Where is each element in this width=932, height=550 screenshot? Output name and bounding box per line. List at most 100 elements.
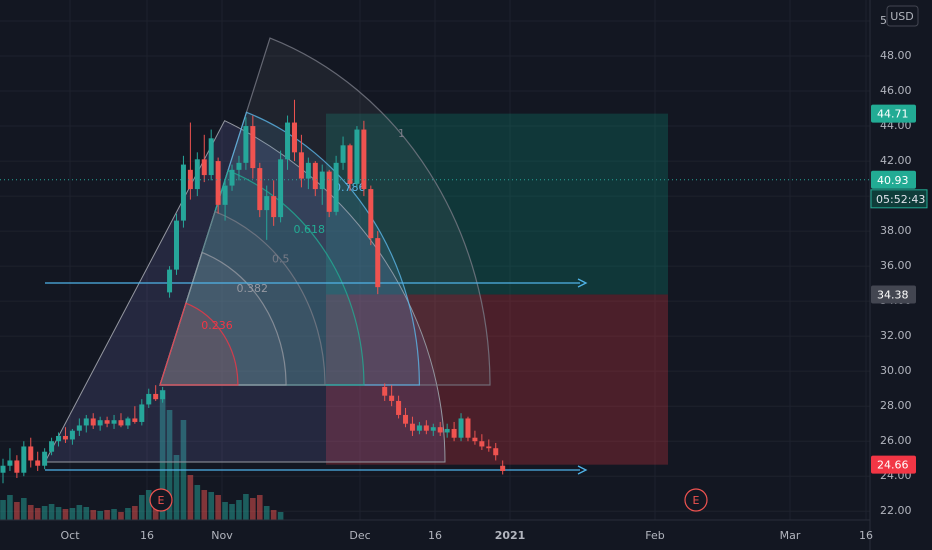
- volume-bar: [111, 509, 117, 520]
- candle-body: [264, 196, 270, 211]
- candle-body: [180, 164, 186, 221]
- volume-bar: [201, 490, 208, 520]
- entry-label-box: [871, 285, 916, 304]
- currency-box: [886, 5, 919, 27]
- y-tick-label: 48.00: [880, 49, 912, 62]
- fib-label: 0.382: [236, 282, 268, 295]
- candle-body: [62, 435, 68, 440]
- volume-bar: [62, 509, 69, 520]
- x-tick-label: Feb: [645, 529, 664, 542]
- candle-body: [389, 395, 395, 401]
- volume-bar: [208, 492, 214, 520]
- candle-body: [125, 418, 131, 426]
- fib-label: 0.618: [293, 223, 325, 236]
- x-tick-label: Oct: [60, 529, 80, 542]
- axis: 22.0024.0026.0028.0030.0032.0034.0036.00…: [60, 5, 928, 542]
- fib-arc: [159, 302, 239, 386]
- volume-bar: [256, 495, 263, 520]
- candle-body: [42, 451, 48, 466]
- y-tick-label: 30.00: [880, 364, 912, 377]
- volume-bar: [14, 502, 20, 520]
- volume-bar: [166, 410, 173, 520]
- candle-body: [250, 126, 256, 169]
- volume-bar: [90, 510, 97, 520]
- candle-body: [104, 420, 110, 424]
- event-label: E: [693, 494, 700, 507]
- currency: USD: [890, 10, 914, 23]
- candle-body: [326, 171, 332, 212]
- countdown: 05:52:43: [876, 193, 925, 206]
- y-tick-label: 36.00: [880, 259, 912, 272]
- arrow-head: [577, 465, 588, 475]
- y-tick-label: 28.00: [880, 399, 912, 412]
- volume-bar: [69, 508, 76, 520]
- candle-body: [333, 162, 339, 212]
- entry-label: 34.38: [877, 288, 909, 301]
- candle-body: [229, 169, 235, 186]
- profit-zone: [326, 113, 668, 295]
- volume-bar: [55, 507, 62, 520]
- volume-bar: [270, 510, 277, 520]
- last-price-label-box: [871, 170, 916, 189]
- volume-bar: [21, 498, 27, 520]
- countdown-box: [870, 189, 928, 209]
- volume-bar: [277, 512, 284, 520]
- y-tick-label: 22.00: [880, 504, 912, 517]
- candle-body: [347, 145, 353, 184]
- candle-body: [319, 171, 325, 190]
- candle-body: [486, 446, 492, 449]
- candle-body: [472, 437, 478, 442]
- candle-body: [361, 129, 367, 190]
- candle-body: [97, 420, 103, 426]
- event-marker: [149, 488, 173, 512]
- volume-bar: [145, 490, 152, 520]
- volume-bar: [187, 475, 194, 520]
- candle-body: [409, 423, 415, 431]
- y-tick-label: 32.00: [880, 329, 912, 342]
- candle-body: [83, 418, 89, 426]
- candle-body: [368, 189, 374, 239]
- x-tick-label: Dec: [349, 529, 370, 542]
- candle-body: [430, 427, 436, 431]
- candle-body: [28, 446, 34, 461]
- candle-body: [493, 448, 499, 456]
- candle-body: [21, 446, 27, 473]
- volume-bar: [173, 455, 180, 520]
- candle-body: [340, 145, 346, 163]
- volume-bar: [229, 504, 235, 520]
- volume-bar: [243, 494, 249, 520]
- candle-body: [146, 393, 152, 405]
- volume-bar: [118, 512, 124, 520]
- candle-body: [416, 425, 422, 431]
- candle-body: [139, 404, 145, 422]
- candle-body: [236, 162, 242, 170]
- fib-outer-fan: [44, 120, 446, 463]
- candle-body: [437, 427, 443, 433]
- fib-label: 1: [398, 127, 405, 140]
- y-tick-label: 42.00: [880, 154, 912, 167]
- candle-body: [187, 169, 193, 190]
- candle-body: [160, 390, 166, 400]
- grid: [0, 0, 870, 520]
- candle-body: [118, 420, 124, 426]
- candle-body: [423, 425, 429, 431]
- volume-bar: [125, 508, 131, 520]
- volume-bar: [27, 505, 34, 520]
- candle-body: [90, 418, 96, 426]
- candle-body: [194, 159, 200, 190]
- volume-bar: [132, 506, 138, 520]
- candle-body: [500, 465, 506, 471]
- stop-label-box: [871, 455, 916, 474]
- volume-bar: [250, 498, 256, 520]
- volume-bar: [215, 495, 221, 520]
- candle-body: [479, 441, 485, 447]
- arrow-head: [577, 278, 588, 288]
- candle-body: [35, 460, 41, 466]
- event-label: E: [158, 494, 165, 507]
- fib-label: 0.5: [272, 253, 290, 266]
- candle-body: [208, 138, 214, 176]
- candle-body: [312, 162, 318, 190]
- loss-zone: [326, 294, 668, 465]
